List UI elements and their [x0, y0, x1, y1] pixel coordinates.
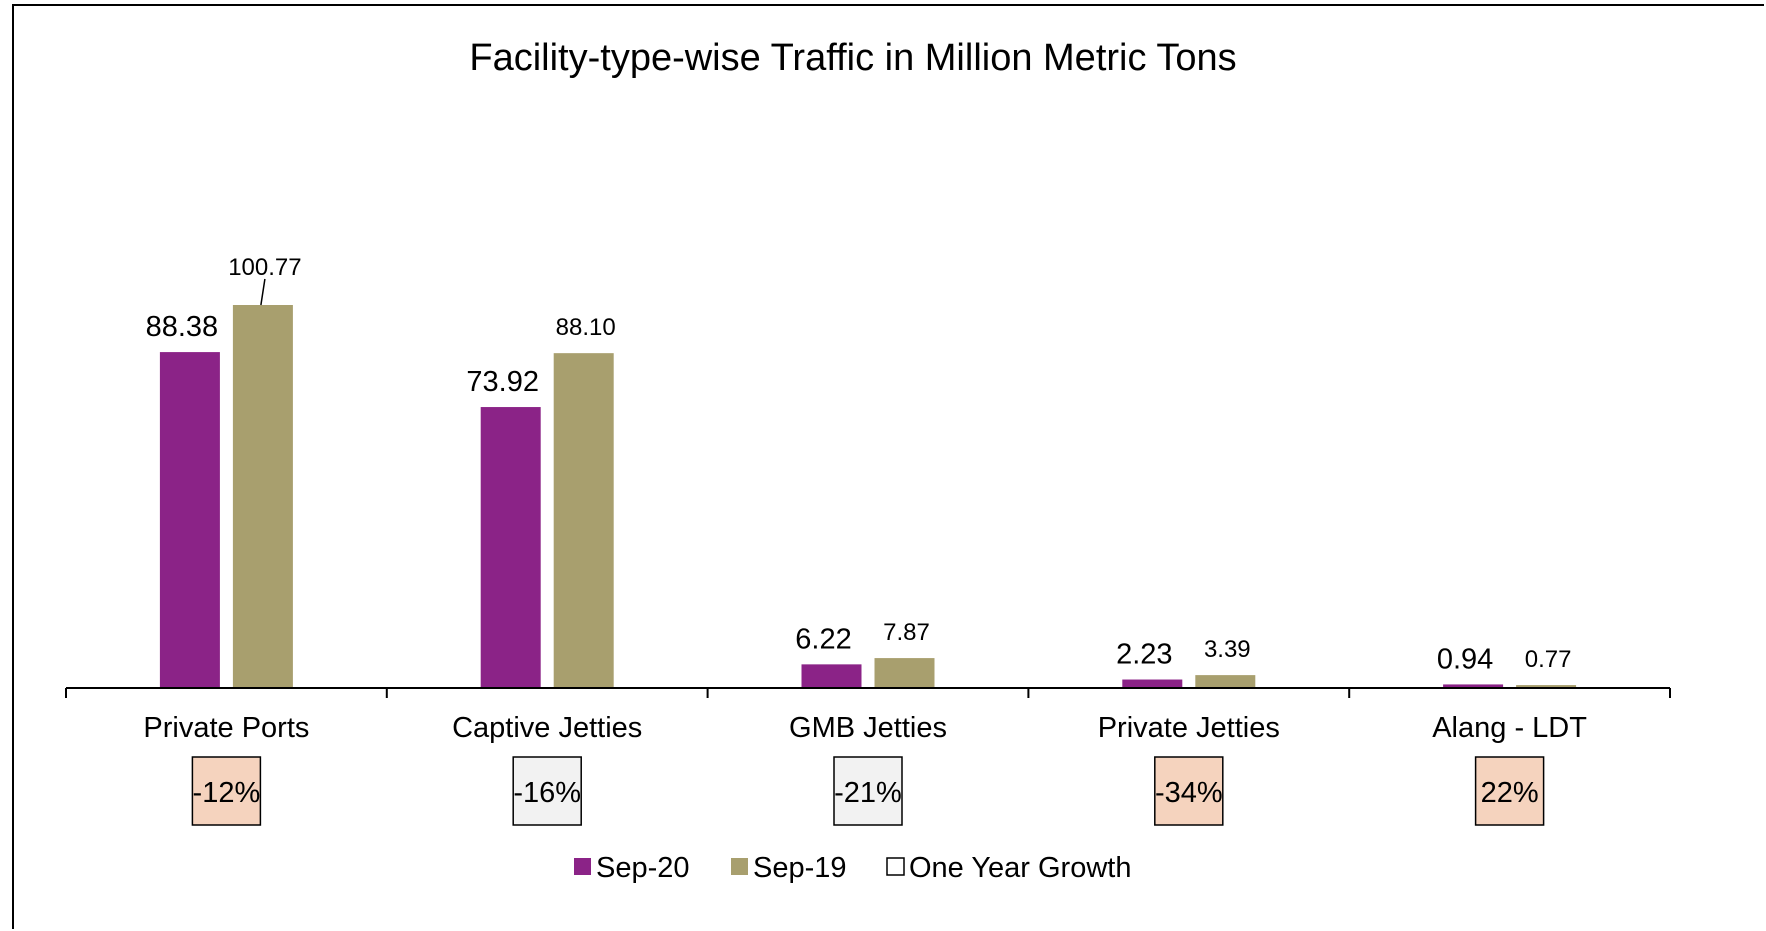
data-label-sep-20: 0.94 — [1437, 643, 1493, 675]
category-label-gmb-jetties: GMB Jetties — [789, 712, 947, 744]
category-label-private-ports: Private Ports — [143, 712, 309, 744]
data-label-leader — [260, 278, 266, 306]
bar-sep-20-captive-jetties — [480, 407, 541, 688]
bar-sep-20-private-ports — [159, 352, 220, 688]
legend: Sep-20 Sep-19 One Year Growth — [574, 852, 1131, 884]
chart-frame — [12, 4, 1764, 929]
growth-label-private-jetties: -34% — [1155, 777, 1223, 809]
bar-sep-20-gmb-jetties — [801, 664, 862, 688]
category-label-private-jetties: Private Jetties — [1098, 712, 1280, 744]
chart-title: Facility-type-wise Traffic in Million Me… — [469, 37, 1236, 79]
growth-label-private-ports: -12% — [193, 777, 261, 809]
legend-swatch-one-year-growth — [886, 857, 905, 876]
legend-swatch-sep-19 — [731, 858, 748, 875]
bar-sep-20-private-jetties — [1122, 679, 1183, 688]
data-label-sep-19: 100.77 — [228, 254, 301, 281]
data-label-sep-20: 6.22 — [795, 623, 851, 655]
bars-layer — [159, 305, 1577, 688]
growth-label-gmb-jetties: -21% — [834, 777, 902, 809]
x-axis — [65, 687, 1671, 698]
data-label-sep-20: 2.23 — [1116, 639, 1172, 671]
bar-sep-19-captive-jetties — [553, 353, 614, 688]
bar-sep-19-private-jetties — [1195, 675, 1256, 688]
growth-boxes: -12% -16% -21% -34% 22% — [191, 756, 1545, 826]
bar-sep-19-private-ports — [232, 305, 293, 688]
data-label-sep-19: 7.87 — [883, 619, 930, 646]
category-labels: 88.38 100.77 Private Ports 73.92 88.10 Captiv… — [143, 254, 1587, 744]
growth-box-gmb-jetties — [833, 756, 903, 826]
data-label-sep-19: 88.10 — [556, 314, 616, 341]
bar-sep-19-gmb-jetties — [874, 658, 935, 688]
growth-box-alang-ldt — [1474, 756, 1545, 826]
data-label-sep-19: 3.39 — [1204, 636, 1251, 663]
data-label-sep-20: 88.38 — [146, 311, 219, 343]
legend-label-sep-20: Sep-20 — [596, 852, 690, 884]
data-label-sep-20: 73.92 — [466, 366, 539, 398]
growth-label-captive-jetties: -16% — [513, 777, 581, 809]
category-label-captive-jetties: Captive Jetties — [452, 712, 642, 744]
legend-swatch-sep-20 — [574, 858, 591, 875]
legend-label-sep-19: Sep-19 — [753, 852, 847, 884]
bar-sep-19-alang-ldt — [1516, 685, 1577, 688]
data-label-sep-19: 0.77 — [1525, 646, 1572, 673]
category-label-alang-ldt: Alang - LDT — [1432, 712, 1587, 744]
growth-label-alang-ldt: 22% — [1481, 777, 1539, 809]
bar-sep-20-alang-ldt — [1443, 684, 1504, 688]
legend-label-one-year-growth: One Year Growth — [909, 852, 1131, 884]
growth-box-private-jetties — [1154, 756, 1224, 826]
growth-box-captive-jetties — [512, 756, 582, 826]
growth-box-private-ports — [191, 756, 262, 826]
